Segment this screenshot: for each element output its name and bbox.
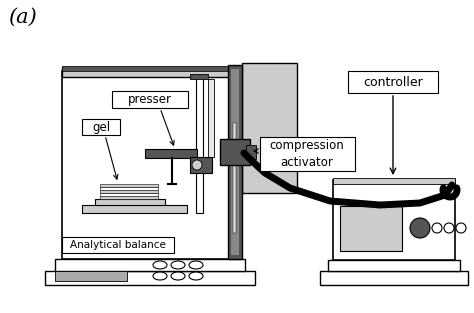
- Bar: [62, 66, 240, 71]
- Bar: [82, 119, 120, 135]
- Bar: [62, 67, 240, 77]
- Bar: [100, 184, 158, 187]
- Bar: [333, 178, 455, 184]
- Ellipse shape: [189, 261, 203, 269]
- Circle shape: [432, 223, 442, 233]
- Bar: [333, 180, 455, 260]
- Ellipse shape: [153, 261, 167, 269]
- Bar: [190, 74, 208, 79]
- Ellipse shape: [153, 272, 167, 280]
- Bar: [320, 271, 468, 285]
- Bar: [55, 259, 245, 271]
- Bar: [348, 71, 438, 93]
- Bar: [260, 137, 355, 171]
- Bar: [62, 237, 174, 253]
- Bar: [208, 79, 214, 157]
- Bar: [100, 196, 158, 199]
- Bar: [55, 271, 127, 281]
- Bar: [100, 193, 158, 196]
- Text: compression
activator: compression activator: [270, 139, 345, 169]
- Bar: [145, 149, 197, 158]
- Text: (a): (a): [8, 8, 37, 27]
- Circle shape: [410, 218, 430, 238]
- Bar: [242, 63, 297, 193]
- Bar: [95, 199, 165, 205]
- Bar: [45, 271, 255, 285]
- Bar: [190, 157, 212, 173]
- Bar: [233, 123, 236, 233]
- Ellipse shape: [171, 272, 185, 280]
- Bar: [340, 206, 402, 251]
- Circle shape: [192, 160, 202, 170]
- Bar: [62, 71, 240, 259]
- Bar: [196, 75, 203, 213]
- Bar: [100, 190, 158, 193]
- Bar: [228, 65, 242, 259]
- Bar: [231, 69, 239, 255]
- Ellipse shape: [171, 261, 185, 269]
- Text: Analytical balance: Analytical balance: [70, 240, 166, 250]
- Bar: [328, 260, 460, 271]
- Circle shape: [456, 223, 466, 233]
- Ellipse shape: [189, 272, 203, 280]
- Text: presser: presser: [128, 94, 172, 106]
- Bar: [246, 145, 256, 159]
- Text: controller: controller: [363, 75, 423, 89]
- Bar: [82, 205, 187, 213]
- Bar: [100, 187, 158, 190]
- Bar: [220, 139, 250, 165]
- Text: gel: gel: [92, 121, 110, 134]
- Bar: [112, 91, 188, 108]
- Circle shape: [444, 223, 454, 233]
